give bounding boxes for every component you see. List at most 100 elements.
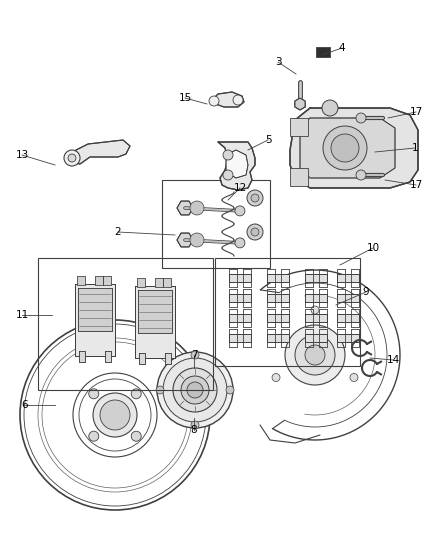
Circle shape bbox=[191, 351, 199, 359]
Text: 9: 9 bbox=[363, 287, 369, 297]
Circle shape bbox=[305, 345, 325, 365]
Circle shape bbox=[356, 170, 366, 180]
Polygon shape bbox=[305, 314, 327, 322]
Circle shape bbox=[157, 352, 233, 428]
Polygon shape bbox=[105, 351, 111, 362]
Circle shape bbox=[191, 421, 199, 429]
Circle shape bbox=[311, 306, 319, 314]
Text: 11: 11 bbox=[15, 310, 28, 320]
Polygon shape bbox=[295, 98, 305, 110]
Polygon shape bbox=[267, 334, 289, 342]
Text: 2: 2 bbox=[115, 227, 121, 237]
Bar bbox=[316, 47, 330, 57]
Circle shape bbox=[350, 374, 358, 382]
Polygon shape bbox=[78, 288, 112, 331]
Circle shape bbox=[131, 431, 141, 441]
Circle shape bbox=[100, 400, 130, 430]
Circle shape bbox=[322, 100, 338, 116]
Polygon shape bbox=[75, 284, 115, 356]
Circle shape bbox=[156, 386, 164, 394]
Polygon shape bbox=[229, 274, 251, 282]
Polygon shape bbox=[229, 294, 251, 302]
Circle shape bbox=[223, 150, 233, 160]
Bar bbox=[38, 258, 213, 390]
Polygon shape bbox=[77, 276, 85, 285]
Circle shape bbox=[233, 95, 243, 105]
Polygon shape bbox=[337, 314, 359, 322]
Polygon shape bbox=[79, 351, 85, 362]
Circle shape bbox=[223, 170, 233, 180]
Polygon shape bbox=[267, 274, 289, 282]
Bar bbox=[162, 180, 270, 268]
Circle shape bbox=[190, 201, 204, 215]
Polygon shape bbox=[229, 334, 251, 342]
Text: 17: 17 bbox=[410, 107, 423, 117]
Circle shape bbox=[331, 134, 359, 162]
Bar bbox=[290, 168, 308, 186]
Polygon shape bbox=[177, 233, 193, 247]
Circle shape bbox=[323, 126, 367, 170]
Polygon shape bbox=[305, 294, 327, 302]
Polygon shape bbox=[135, 286, 175, 358]
Circle shape bbox=[285, 325, 345, 385]
Circle shape bbox=[295, 335, 335, 375]
Text: 17: 17 bbox=[410, 180, 423, 190]
Polygon shape bbox=[165, 353, 171, 364]
Circle shape bbox=[272, 374, 280, 382]
Circle shape bbox=[247, 190, 263, 206]
Circle shape bbox=[89, 431, 99, 441]
Circle shape bbox=[190, 233, 204, 247]
Text: 13: 13 bbox=[15, 150, 28, 160]
Text: 4: 4 bbox=[339, 43, 345, 53]
Text: 5: 5 bbox=[265, 135, 271, 145]
Polygon shape bbox=[337, 334, 359, 342]
Circle shape bbox=[68, 154, 76, 162]
Polygon shape bbox=[337, 294, 359, 302]
Circle shape bbox=[226, 386, 234, 394]
Circle shape bbox=[235, 238, 245, 248]
Circle shape bbox=[209, 96, 219, 106]
Polygon shape bbox=[267, 314, 289, 322]
Polygon shape bbox=[137, 278, 145, 287]
Circle shape bbox=[64, 150, 80, 166]
Text: 6: 6 bbox=[22, 400, 28, 410]
Polygon shape bbox=[290, 108, 418, 188]
Polygon shape bbox=[68, 140, 130, 164]
Circle shape bbox=[173, 368, 217, 412]
Bar bbox=[290, 118, 308, 136]
Polygon shape bbox=[155, 278, 163, 287]
Polygon shape bbox=[210, 92, 244, 107]
Text: 10: 10 bbox=[367, 243, 380, 253]
Circle shape bbox=[251, 228, 259, 236]
Circle shape bbox=[247, 224, 263, 240]
Text: 12: 12 bbox=[233, 183, 247, 193]
Text: 1: 1 bbox=[412, 143, 418, 153]
Polygon shape bbox=[218, 142, 255, 190]
Circle shape bbox=[93, 393, 137, 437]
Polygon shape bbox=[177, 201, 193, 215]
Circle shape bbox=[181, 376, 209, 404]
Bar bbox=[215, 258, 360, 366]
Text: 7: 7 bbox=[191, 350, 197, 360]
Polygon shape bbox=[267, 294, 289, 302]
Circle shape bbox=[356, 113, 366, 123]
Circle shape bbox=[131, 389, 141, 399]
Polygon shape bbox=[163, 278, 171, 287]
Circle shape bbox=[235, 206, 245, 216]
Polygon shape bbox=[226, 150, 248, 178]
Circle shape bbox=[163, 358, 227, 422]
Polygon shape bbox=[103, 276, 111, 285]
Text: 3: 3 bbox=[275, 57, 281, 67]
Polygon shape bbox=[305, 334, 327, 342]
Polygon shape bbox=[138, 290, 172, 333]
Polygon shape bbox=[139, 353, 145, 364]
Circle shape bbox=[89, 389, 99, 399]
Polygon shape bbox=[95, 276, 103, 285]
Polygon shape bbox=[300, 118, 395, 178]
Text: 14: 14 bbox=[386, 355, 399, 365]
Circle shape bbox=[187, 382, 203, 398]
Circle shape bbox=[251, 194, 259, 202]
Polygon shape bbox=[337, 274, 359, 282]
Text: 8: 8 bbox=[191, 425, 197, 435]
Polygon shape bbox=[229, 314, 251, 322]
